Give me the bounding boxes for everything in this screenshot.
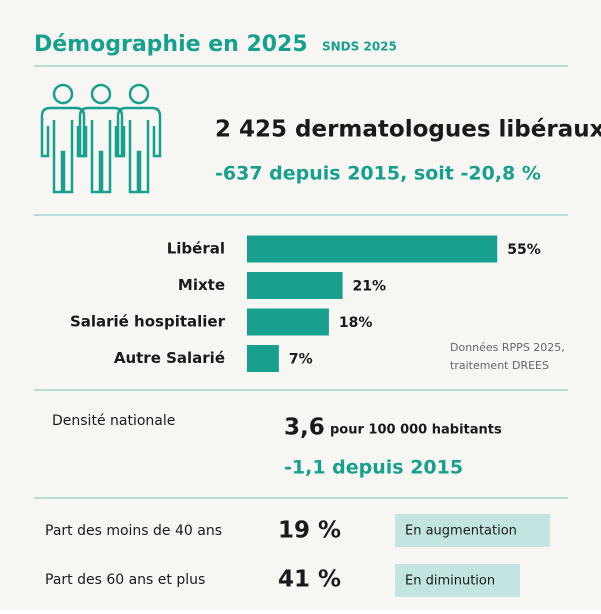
bar <box>247 308 329 336</box>
value-label: 18% <box>339 315 373 331</box>
value-label: 21% <box>353 279 387 295</box>
title: Démographie en 2025 <box>34 32 308 57</box>
category-label: Salarié hospitalier <box>70 313 226 331</box>
age-label: Part des moins de 40 ans <box>45 523 222 539</box>
category-label: Libéral <box>167 240 225 258</box>
density-label: Densité nationale <box>52 413 175 429</box>
category-label: Mixte <box>178 276 225 294</box>
density-unit: pour 100 000 habitants <box>330 423 502 438</box>
note: traitement DREES <box>450 359 549 372</box>
age-value: 19 % <box>278 518 341 544</box>
trend-badge <box>395 564 520 597</box>
category-label: Autre Salarié <box>114 349 225 367</box>
note: Données RPPS 2025, <box>450 341 565 354</box>
bar <box>247 272 343 299</box>
trend-text: En diminution <box>405 574 495 589</box>
density-value: 3,6 <box>284 415 325 441</box>
source: SNDS 2025 <box>322 40 397 54</box>
density-change: -1,1 depuis 2015 <box>284 457 463 479</box>
people-icon <box>40 83 162 194</box>
bar-chart: Libéral 55% Mixte 21% Salarié hospitalier 18%… <box>70 235 541 372</box>
value-label: 7% <box>289 352 313 368</box>
age-label: Part des 60 ans et plus <box>45 572 205 588</box>
headline: 2 425 dermatologues libéraux <box>215 117 601 143</box>
age-value: 41 % <box>278 567 341 593</box>
trend-text: En augmentation <box>405 524 517 539</box>
change: -637 depuis 2015, soit -20,8 % <box>215 163 541 185</box>
value-label: 55% <box>507 242 541 258</box>
bar <box>247 345 279 372</box>
bar <box>247 235 498 263</box>
trend-badge <box>395 514 550 547</box>
